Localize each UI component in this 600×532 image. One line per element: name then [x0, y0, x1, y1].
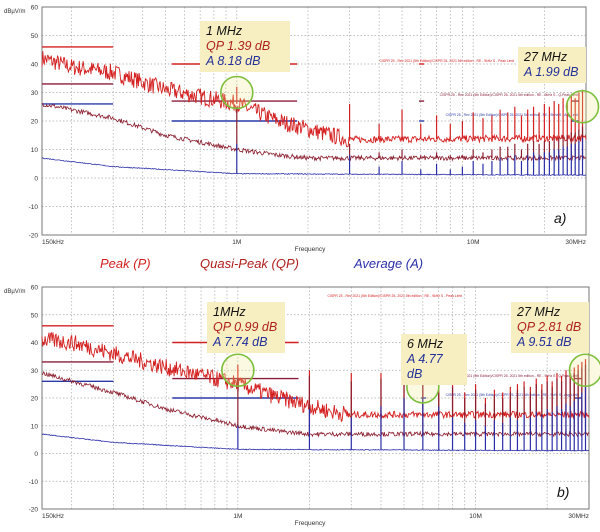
- y-tick-label: 10: [31, 423, 39, 430]
- y-tick-label: 40: [31, 340, 39, 347]
- annotation-freq: 27 MHz: [524, 50, 568, 64]
- y-tick-label: 20: [31, 396, 39, 403]
- annotation-a-27mhz: 27 MHz A 1.99 dB: [518, 47, 586, 83]
- panel-label: b): [557, 484, 569, 500]
- annotation-freq: 6 MHz: [407, 337, 444, 351]
- annotation-freq: 1 MHz: [206, 24, 243, 38]
- annotation-avg: A 8.18 dB: [206, 54, 261, 68]
- y-tick-label: 30: [31, 368, 39, 375]
- highlight-circle: [219, 75, 254, 110]
- trace-avg: [41, 157, 587, 176]
- annotation-avg: A 4.77 dB: [407, 352, 443, 381]
- x-tick-label: 10M: [469, 513, 482, 520]
- y-tick-label: 60: [31, 5, 39, 12]
- trace-qp: [41, 371, 590, 438]
- limit-label-peak: CISPR 25 - Rev 2021 (5th Edition)/CISPR …: [379, 59, 514, 63]
- x-tick-label: 1M: [232, 239, 241, 246]
- trace-qp: [41, 102, 587, 162]
- x-tick-label: 1M: [233, 513, 242, 520]
- annotation-qp: QP 1.39 dB: [206, 39, 271, 53]
- legend-peak: Peak (P): [100, 256, 151, 271]
- annotation-qp: QP 0.99 dB: [213, 320, 278, 334]
- limit-label-qp: CISPR 25 - Rev 2021 (5th Edition)/CISPR …: [440, 93, 578, 97]
- limit-label-qp: CISPR 25 - Rev 2021 (5th Edition)/CISPR …: [440, 374, 578, 378]
- y-tick-label: 10: [31, 147, 39, 154]
- y-tick-label: 30: [31, 90, 39, 97]
- x-axis-label: Frequency: [295, 246, 326, 253]
- legend-average: Average (A): [354, 256, 424, 271]
- y-tick-label: 0: [34, 451, 38, 458]
- limit-label-peak: CISPR 25 - Rev 2021 (5th Edition)/CISPR …: [327, 294, 462, 298]
- x-tick-label: 10M: [467, 239, 480, 246]
- y-tick-label: -20: [29, 507, 39, 514]
- highlight-circle: [221, 353, 255, 388]
- annotation-a-1mhz: 1 MHz QP 1.39 dB A 8.18 dB: [200, 21, 290, 72]
- annotation-b-27mhz: 27 MHz QP 2.81 dB A 9.51 dB: [511, 302, 589, 353]
- chart-panel-b: 60 50 40 30 20 10 0 -10 -20 dBµV/m 150kHz 1M 10M 30MH…: [4, 285, 600, 527]
- limit-label-avg: CISPR 25 - Rev 2021 (5th Edition)/CISPR …: [446, 113, 578, 117]
- trace-peak: [41, 331, 590, 423]
- y-axis-label: dBµV/m: [4, 289, 25, 295]
- limit-label-avg: CISPR 25 - Rev 2021 (5th Edition)/CISPR …: [446, 393, 578, 397]
- annotation-b-6mhz: 6 MHz A 4.77 dB: [401, 334, 467, 385]
- y-tick-label: -10: [29, 204, 39, 211]
- y-tick-label: 50: [31, 312, 39, 319]
- x-tick-label: 150kHz: [42, 513, 64, 520]
- panel-label: a): [554, 210, 566, 226]
- highlight-circle: [565, 89, 600, 124]
- x-axis-label: Frequency: [295, 520, 326, 527]
- trace-avg: [41, 433, 590, 452]
- highlight-circle: [568, 353, 600, 388]
- annotation-freq: 27 MHz: [517, 305, 561, 319]
- annotation-avg: A 9.51 dB: [517, 335, 572, 349]
- y-axis-label: dBµV/m: [4, 9, 25, 15]
- annotation-avg: A 7.74 dB: [213, 335, 268, 349]
- plot-frame: [41, 6, 587, 236]
- x-tick-label: 150kHz: [42, 239, 64, 246]
- y-tick-label: -10: [29, 479, 39, 486]
- y-tick-label: -20: [29, 233, 39, 240]
- annotation-b-1mhz: 1MHz QP 0.99 dB A 7.74 dB: [207, 302, 285, 353]
- annotation-qp: QP 2.81 dB: [517, 320, 582, 334]
- y-tick-label: 20: [31, 119, 39, 126]
- annotation-freq: 1MHz: [213, 305, 246, 319]
- annotation-avg: A 1.99 dB: [524, 65, 579, 79]
- x-tick-label: 30MHz: [565, 239, 586, 246]
- y-tick-label: 50: [31, 33, 39, 40]
- y-tick-label: 0: [34, 176, 38, 183]
- x-tick-label: 30MHz: [568, 513, 589, 520]
- chart-panel-a: 60 50 40 30 20 10 0 -10 -20 dBµV/m 150kHz 1M 10M 30MH…: [4, 5, 600, 253]
- y-tick-label: 40: [31, 62, 39, 69]
- plot-frame: [41, 286, 590, 510]
- trace-peak: [41, 51, 587, 148]
- y-tick-label: 60: [31, 285, 39, 292]
- legend-quasi-peak: Quasi-Peak (QP): [200, 256, 299, 271]
